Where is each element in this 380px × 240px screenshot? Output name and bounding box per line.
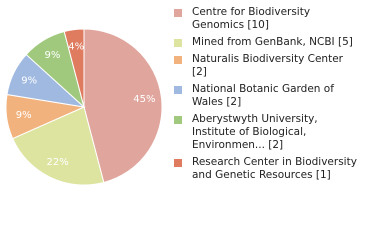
legend-item: Research Center in Biodiversity and Gene… [172, 156, 357, 182]
legend-swatch [174, 39, 182, 47]
legend-swatch [174, 116, 182, 124]
legend-item: Centre for Biodiversity Genomics [10] [172, 6, 357, 32]
legend-swatch [174, 86, 182, 94]
pie-slice [63, 28, 85, 108]
legend: Centre for Biodiversity Genomics [10] Min… [172, 6, 377, 186]
slice-label: 9% [16, 110, 32, 121]
legend-label: Centre for Biodiversity Genomics [10] [192, 6, 311, 31]
legend-item: Mined from GenBank, NCBI [5] [172, 36, 357, 49]
legend-label: Aberystwyth University, Institute of Bio… [192, 113, 318, 151]
slice-label: 4% [68, 42, 84, 53]
legend-item: Naturalis Biodiversity Center [2] [172, 53, 357, 79]
legend-label: Mined from GenBank, NCBI [5] [192, 36, 353, 48]
legend-item: Aberystwyth University, Institute of Bio… [172, 113, 357, 152]
slice-label: 22% [46, 157, 68, 168]
slice-label: 45% [133, 94, 155, 105]
slice-label: 9% [21, 76, 37, 87]
pie-slice [83, 28, 163, 184]
legend-label: Naturalis Biodiversity Center [2] [192, 53, 343, 78]
legend-swatch [174, 159, 182, 167]
legend-swatch [174, 9, 182, 17]
slice-label: 9% [45, 50, 61, 61]
legend-swatch [174, 56, 182, 64]
pie-chart: 45% 22% 9% 9% 9% 4% [5, 28, 163, 186]
legend-item: National Botanic Garden of Wales [2] [172, 83, 357, 109]
legend-label: Research Center in Biodiversity and Gene… [192, 156, 357, 181]
legend-label: National Botanic Garden of Wales [2] [192, 83, 334, 108]
pie-slice [12, 106, 105, 186]
